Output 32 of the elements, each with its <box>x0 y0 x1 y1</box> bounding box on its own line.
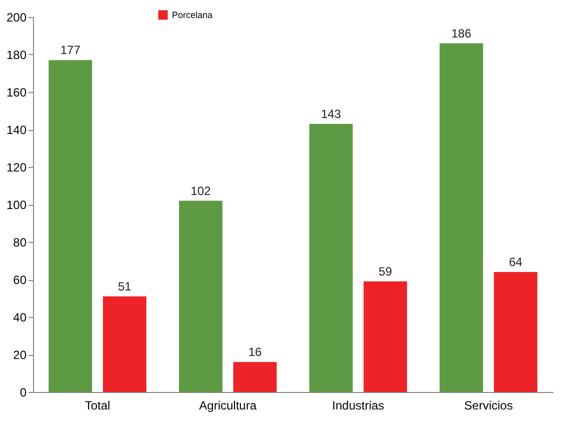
y-tick-label: 140 <box>6 123 27 137</box>
y-tick-label: 180 <box>6 48 27 62</box>
bar <box>178 200 222 392</box>
data-label: 186 <box>451 26 472 40</box>
y-tick-label: 100 <box>6 198 27 212</box>
data-label: 59 <box>378 264 392 278</box>
bar <box>494 272 538 392</box>
data-label: 64 <box>508 255 523 269</box>
data-label: 51 <box>118 279 132 294</box>
data-label: 102 <box>190 184 212 198</box>
data-label: 143 <box>320 106 342 121</box>
y-tick-label: 0 <box>20 386 27 400</box>
data-label: 177 <box>60 43 81 58</box>
bar <box>309 124 353 392</box>
x-tick-label: Servicios <box>464 398 513 412</box>
y-tick-label: 20 <box>13 348 27 362</box>
y-tick-label: 200 <box>6 10 27 24</box>
bar <box>440 43 484 392</box>
bar <box>233 362 277 392</box>
y-tick-label: 80 <box>13 236 27 250</box>
x-tick-label: Industrias <box>332 398 384 412</box>
bar <box>48 60 92 392</box>
x-tick-label: Agricultura <box>199 398 257 412</box>
bar <box>102 296 146 392</box>
y-tick-label: 40 <box>13 310 27 324</box>
y-tick-label: 160 <box>6 86 27 100</box>
legend-label: Porcelana <box>172 10 213 20</box>
y-tick-label: 60 <box>13 273 27 287</box>
y-tick-label: 120 <box>6 160 27 174</box>
bar <box>364 281 408 392</box>
x-tick-label: Total <box>84 398 110 412</box>
data-label: 16 <box>248 345 262 359</box>
